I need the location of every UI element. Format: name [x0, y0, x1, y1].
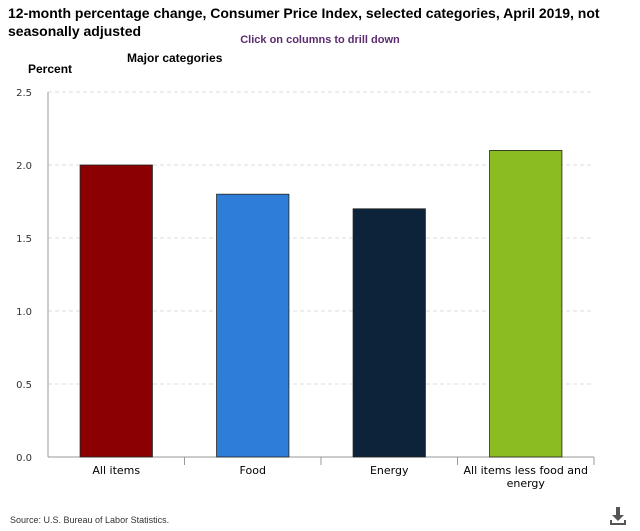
bar-all-items-less-food-and-energy[interactable] — [489, 149, 563, 458]
source-note: Source: U.S. Bureau of Labor Statistics. — [10, 515, 170, 525]
download-icon[interactable] — [609, 506, 627, 526]
x-category-label: All items — [92, 464, 140, 477]
bar-chart: 0.0 0.5 1.0 1.5 2.0 2.5 All items Food Energy All… — [16, 88, 595, 490]
bar-energy[interactable] — [352, 208, 426, 458]
x-category-label: energy — [507, 477, 546, 490]
chart-title: 12-month percentage change, Consumer Pri… — [8, 5, 600, 39]
download-icon-glyph — [610, 507, 626, 525]
y-tick-label: 0.5 — [16, 380, 32, 391]
y-tick-label: 1.5 — [16, 234, 32, 245]
bar-food[interactable] — [216, 193, 290, 458]
y-tick-label: 2.5 — [16, 88, 32, 99]
x-category-label: Food — [240, 464, 266, 477]
drill-down-hint: Click on columns to drill down — [240, 34, 400, 46]
x-category-label: Energy — [370, 464, 409, 477]
bar-all-items[interactable] — [79, 164, 153, 458]
x-category-label: All items less food and — [463, 464, 588, 477]
y-tick-label: 0.0 — [16, 453, 32, 464]
y-tick-label: 2.0 — [16, 161, 32, 172]
chart-subtitle: Major categories — [127, 51, 223, 65]
y-axis-label: Percent — [28, 62, 73, 76]
y-tick-label: 1.0 — [16, 307, 32, 318]
